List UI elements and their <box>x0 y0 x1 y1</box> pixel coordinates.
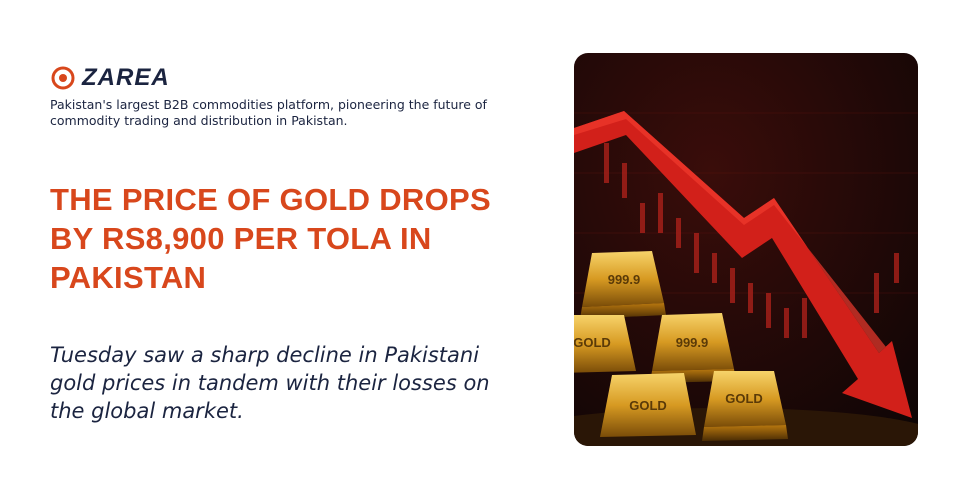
bar-label: 999.9 <box>676 335 709 350</box>
bar-label: GOLD <box>629 398 667 413</box>
photo: 999.9 GOLD 999.9 GOLD GOLD <box>574 53 918 446</box>
logo-icon <box>51 66 75 90</box>
bar-label: GOLD <box>725 391 763 406</box>
logo: ZAREA <box>50 64 170 92</box>
bar-label: 999.9 <box>608 272 641 287</box>
tagline: Pakistan's largest B2B commodities platf… <box>50 97 487 128</box>
logo-text: ZAREA <box>82 64 170 91</box>
body-text: Tuesday saw a sharp decline in Pakistani… <box>50 343 490 423</box>
headline: THE PRICE OF GOLD DROPS BY RS8,900 PER T… <box>50 182 491 295</box>
bar-label: GOLD <box>574 335 611 350</box>
